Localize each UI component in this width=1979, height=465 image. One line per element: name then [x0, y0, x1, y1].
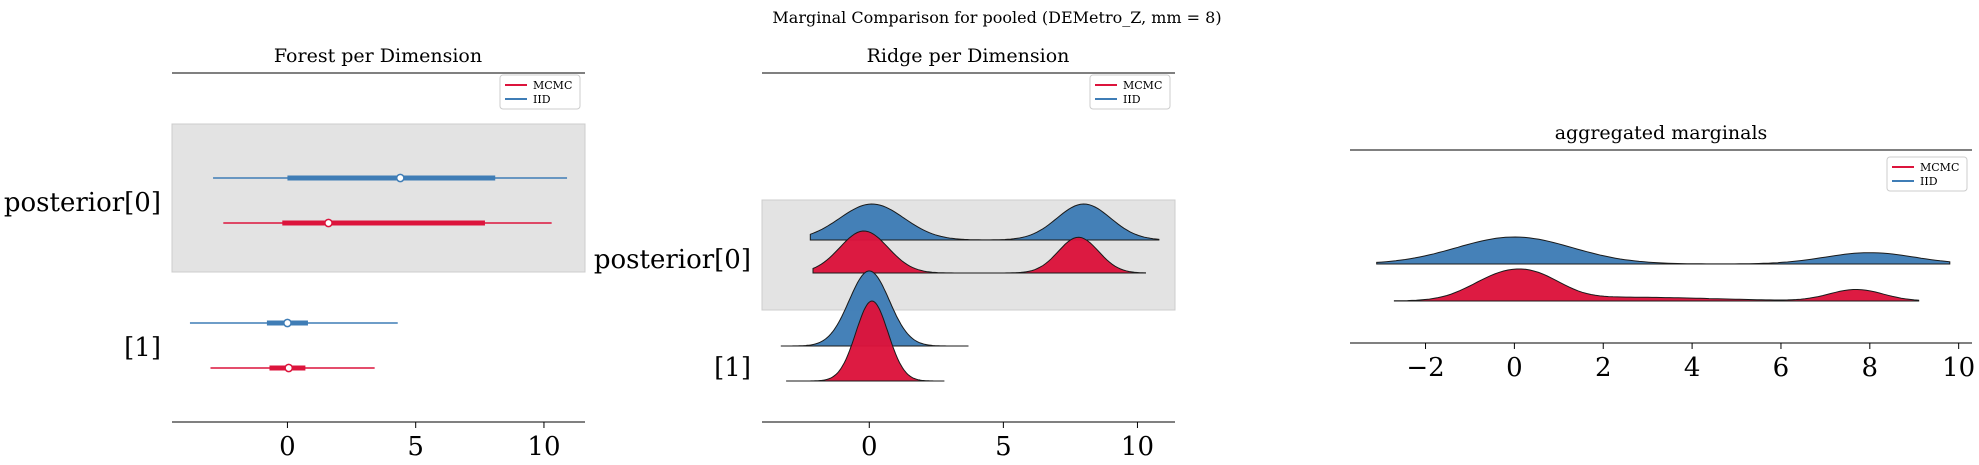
median-point-iid-0	[395, 173, 405, 183]
y-tick-label: posterior[0]	[4, 188, 161, 218]
median-point-iid-1	[283, 318, 292, 328]
x-tick-label: −2	[1406, 353, 1444, 383]
legend-box	[499, 74, 581, 110]
median-point-mcmc-0	[324, 218, 333, 228]
x-tick-label: 0	[861, 432, 878, 462]
row-band-posterior-0	[171, 123, 586, 273]
figure-suptitle: Marginal Comparison for pooled (DEMetro_…	[772, 8, 1221, 27]
legend-box	[1089, 74, 1171, 110]
y-tick-label: [1]	[124, 333, 161, 363]
row-band-posterior-0	[761, 199, 1176, 311]
x-tick-label: 8	[1862, 353, 1879, 383]
x-tick-label: 10	[1121, 432, 1154, 462]
x-tick-label: 4	[1684, 353, 1701, 383]
legend-label-iid: IID	[1920, 175, 1938, 188]
legend-label-iid: IID	[1123, 93, 1141, 106]
x-tick-label: 6	[1773, 353, 1790, 383]
x-tick-label: 2	[1595, 353, 1612, 383]
panel-title: aggregated marginals	[1555, 122, 1768, 144]
ridge-iid-0	[809, 203, 1160, 241]
ridge-mcmc-1	[786, 300, 945, 382]
legend-label-mcmc: MCMC	[1920, 161, 1959, 174]
panel-title: Ridge per Dimension	[867, 45, 1070, 67]
legend-box	[1886, 156, 1968, 192]
legend-label-iid: IID	[533, 93, 551, 106]
panel-title: Forest per Dimension	[274, 45, 482, 67]
median-point-mcmc-1	[284, 363, 294, 373]
ridge-mcmc-0	[812, 230, 1146, 274]
x-tick-label: 5	[995, 432, 1012, 462]
area-mcmc	[1393, 268, 1920, 302]
y-tick-label: posterior[0]	[594, 245, 751, 275]
x-tick-label: 10	[527, 432, 560, 462]
legend-label-mcmc: MCMC	[533, 79, 572, 92]
x-tick-label: 10	[1942, 353, 1975, 383]
y-tick-label: [1]	[714, 353, 751, 383]
x-tick-label: 5	[407, 432, 424, 462]
x-tick-label: 0	[1506, 353, 1523, 383]
legend-label-mcmc: MCMC	[1123, 79, 1162, 92]
x-tick-label: 0	[279, 432, 296, 462]
area-iid	[1376, 236, 1951, 265]
